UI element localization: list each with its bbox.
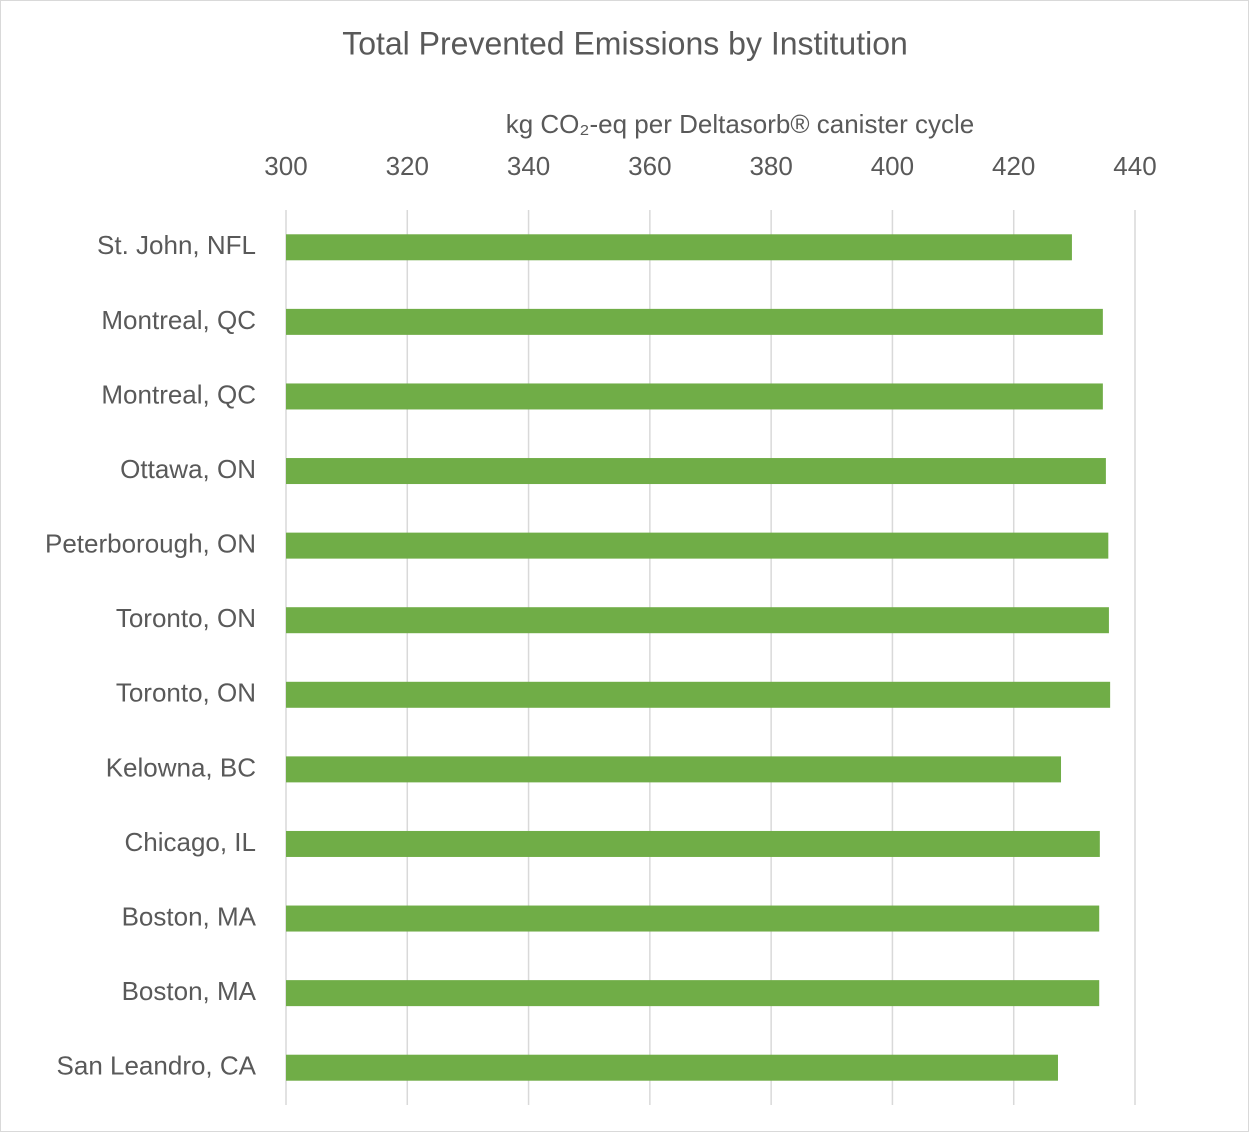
- y-tick-label: Montreal, QC: [101, 305, 256, 335]
- bar: [286, 905, 1100, 932]
- bar: [286, 308, 1103, 335]
- y-tick-label: San Leandro, CA: [57, 1051, 257, 1081]
- bar: [286, 234, 1072, 261]
- y-tick-label: Kelowna, BC: [106, 752, 256, 782]
- bar: [286, 532, 1109, 559]
- y-tick-label: Montreal, QC: [101, 379, 256, 409]
- x-tick-label: 440: [1113, 151, 1156, 181]
- y-tick-label: Peterborough, ON: [45, 529, 256, 559]
- bar: [286, 830, 1100, 857]
- y-tick-label: Boston, MA: [122, 976, 257, 1006]
- y-tick-label: Chicago, IL: [124, 827, 256, 857]
- bar: [286, 1054, 1058, 1081]
- bar: [286, 383, 1103, 410]
- bar: [286, 681, 1111, 708]
- x-tick-label: 320: [386, 151, 429, 181]
- y-tick-label: St. John, NFL: [97, 230, 256, 260]
- x-tick-label: 300: [264, 151, 307, 181]
- y-tick-label: Toronto, ON: [116, 678, 256, 708]
- chart-title: Total Prevented Emissions by Institution: [342, 25, 908, 61]
- x-axis-label: kg CO₂-eq per Deltasorb® canister cycle: [506, 109, 975, 139]
- x-tick-label: 400: [871, 151, 914, 181]
- bar: [286, 980, 1100, 1007]
- x-tick-label: 420: [992, 151, 1035, 181]
- y-tick-label: Ottawa, ON: [120, 454, 256, 484]
- x-tick-label: 360: [628, 151, 671, 181]
- y-tick-label: Boston, MA: [122, 901, 257, 931]
- bar: [286, 756, 1062, 783]
- x-tick-label: 340: [507, 151, 550, 181]
- bar: [286, 607, 1109, 634]
- x-tick-label: 380: [749, 151, 792, 181]
- bar: [286, 458, 1106, 485]
- y-tick-label: Toronto, ON: [116, 603, 256, 633]
